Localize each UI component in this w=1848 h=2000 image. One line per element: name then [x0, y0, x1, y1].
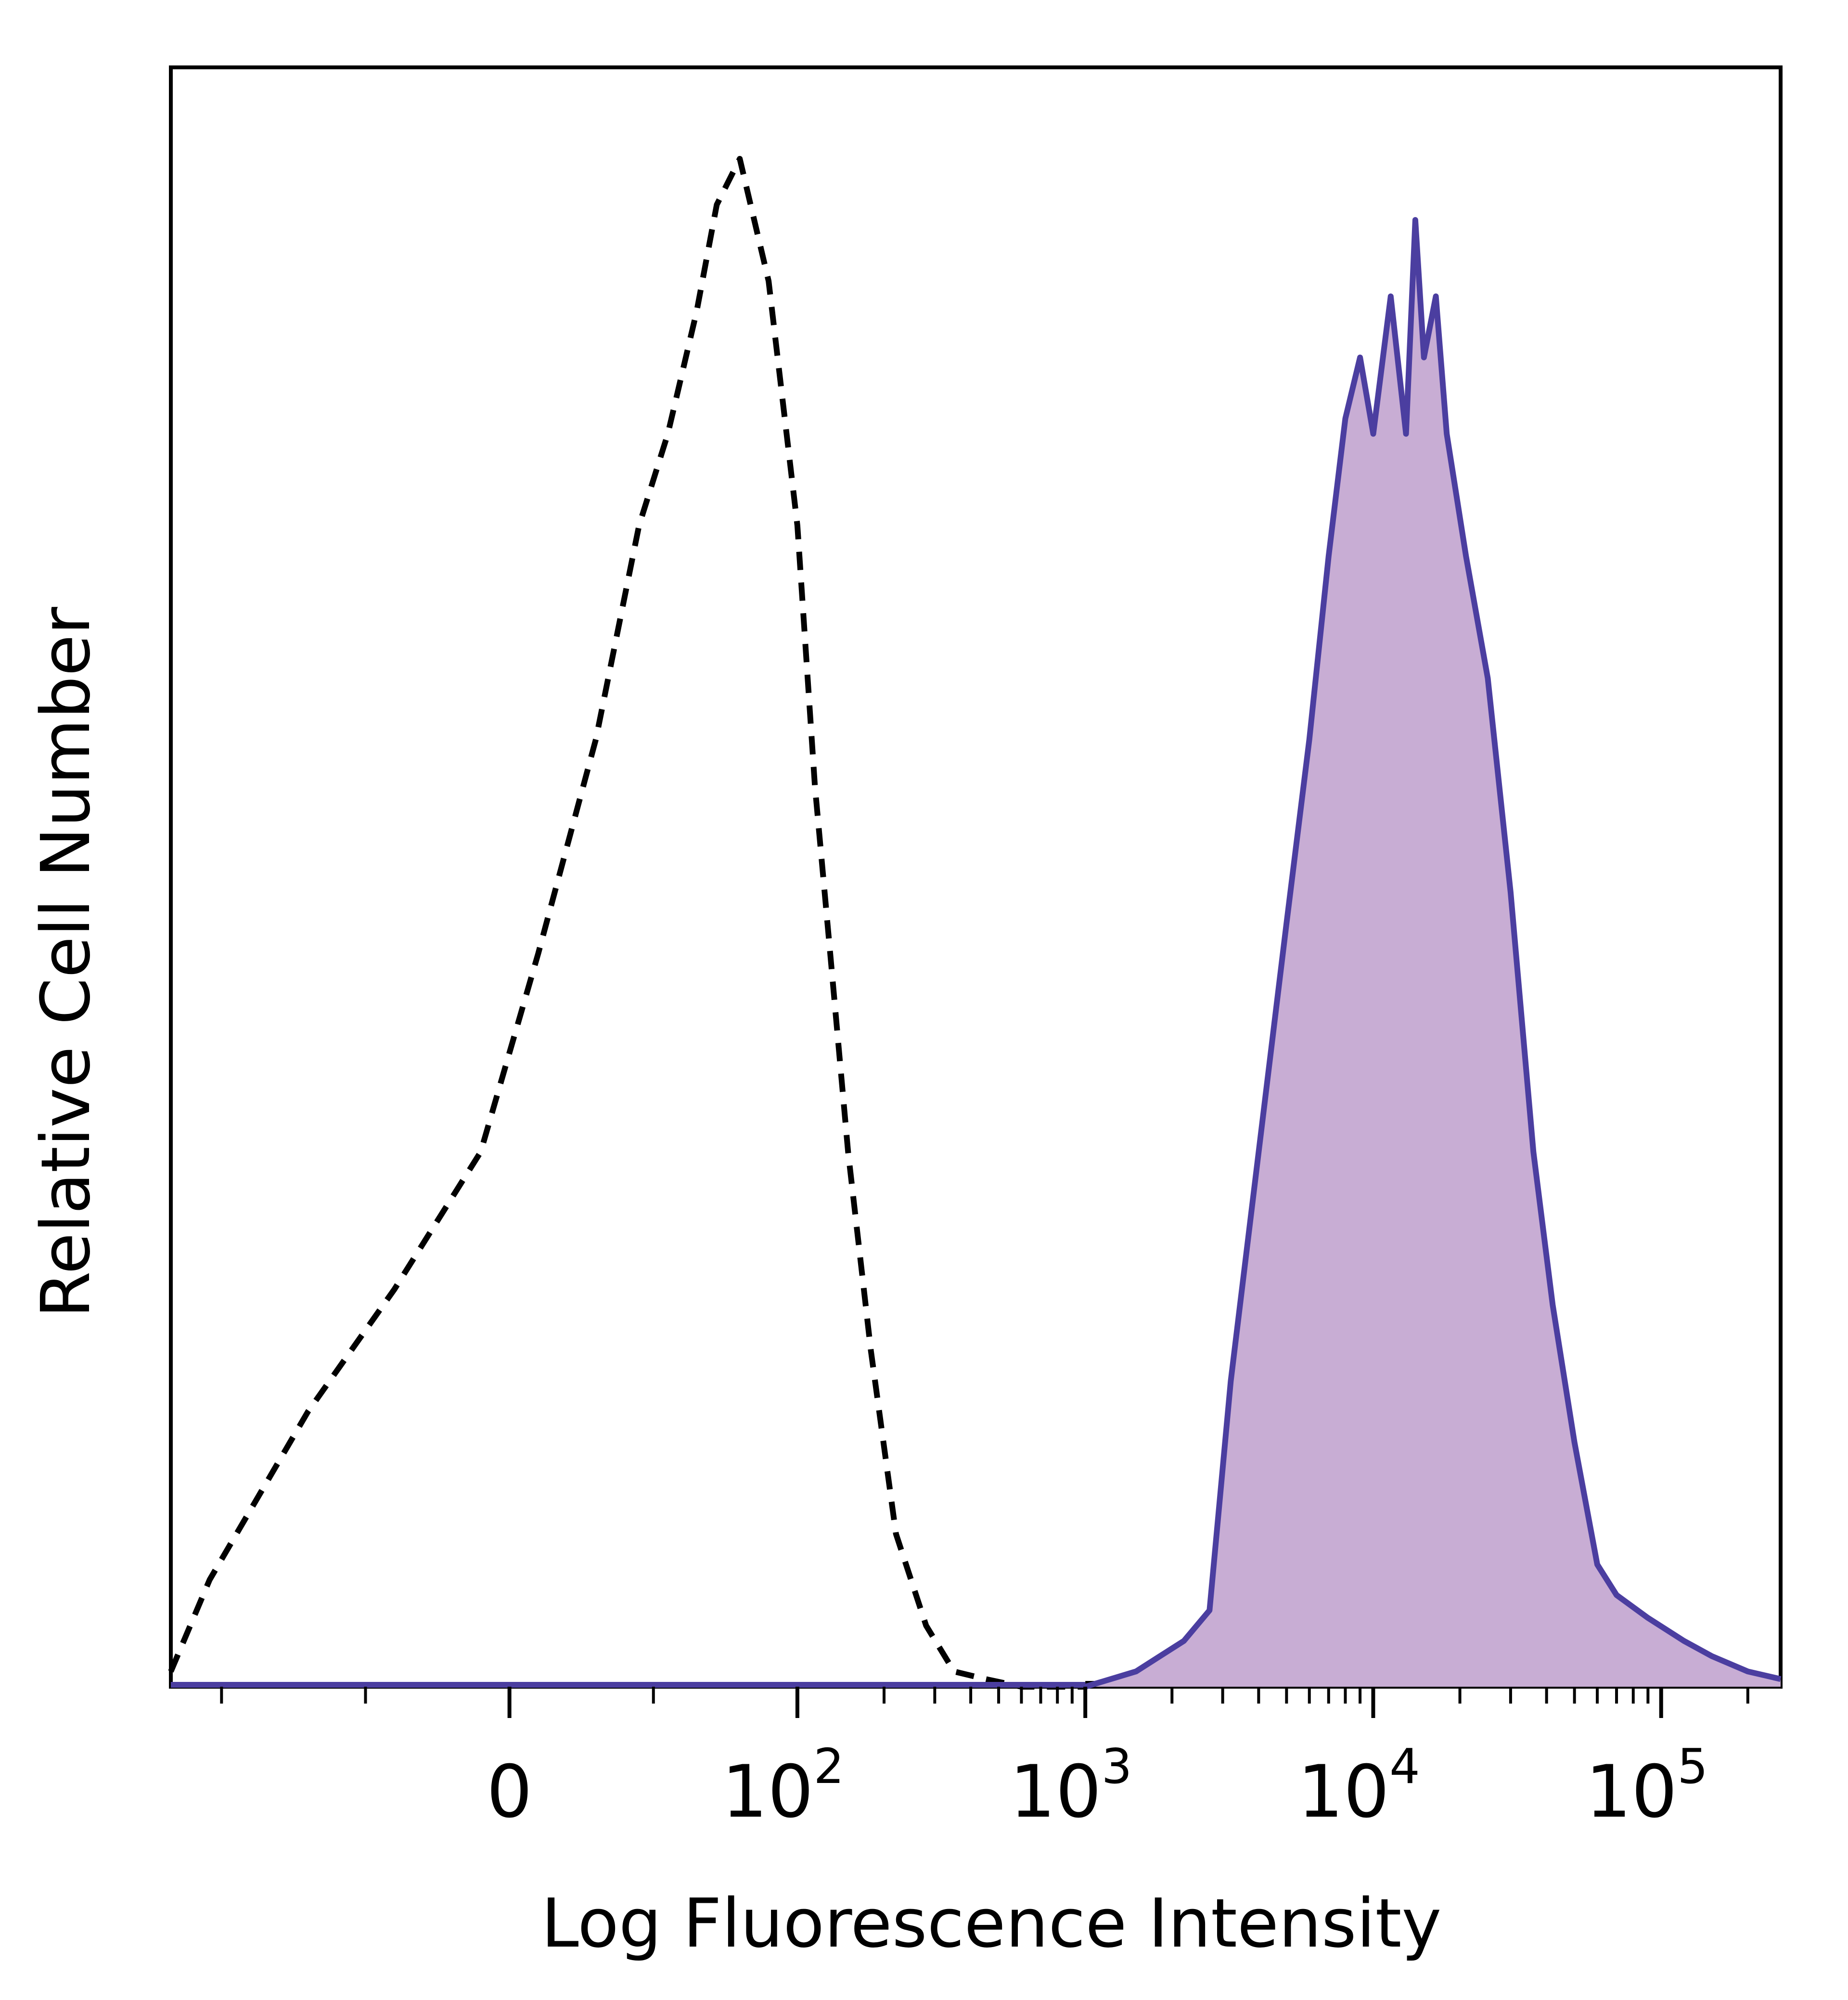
x-tick-label: 102 — [722, 1738, 845, 1834]
y-axis-label: Relative Cell Number — [27, 607, 105, 1318]
x-axis-tick-labels: 0 102 103 104 105 — [487, 1738, 1708, 1834]
x-axis-label: Log Fluorescence Intensity — [541, 1885, 1442, 1963]
series-1-line — [1084, 217, 1782, 1690]
x-tick-label: 105 — [1585, 1738, 1708, 1834]
x-axis-ticks — [220, 1687, 1749, 1718]
series-0-line — [168, 156, 1086, 1690]
x-tick-label: 104 — [1297, 1738, 1420, 1834]
x-tick-label: 103 — [1010, 1738, 1132, 1834]
plot-area — [168, 65, 1783, 1690]
series-1-fill — [1085, 220, 1781, 1687]
x-tick-label: 0 — [487, 1750, 532, 1834]
